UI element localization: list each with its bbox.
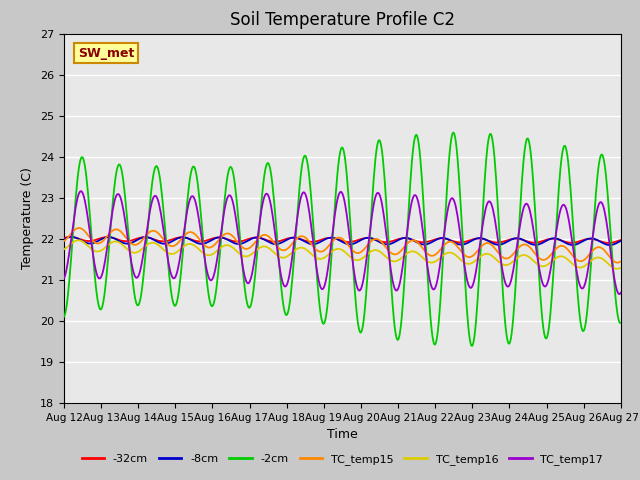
X-axis label: Time: Time: [327, 429, 358, 442]
Title: Soil Temperature Profile C2: Soil Temperature Profile C2: [230, 11, 455, 29]
Y-axis label: Temperature (C): Temperature (C): [22, 168, 35, 269]
Text: SW_met: SW_met: [78, 47, 134, 60]
Legend: -32cm, -8cm, -2cm, TC_temp15, TC_temp16, TC_temp17: -32cm, -8cm, -2cm, TC_temp15, TC_temp16,…: [77, 450, 607, 470]
